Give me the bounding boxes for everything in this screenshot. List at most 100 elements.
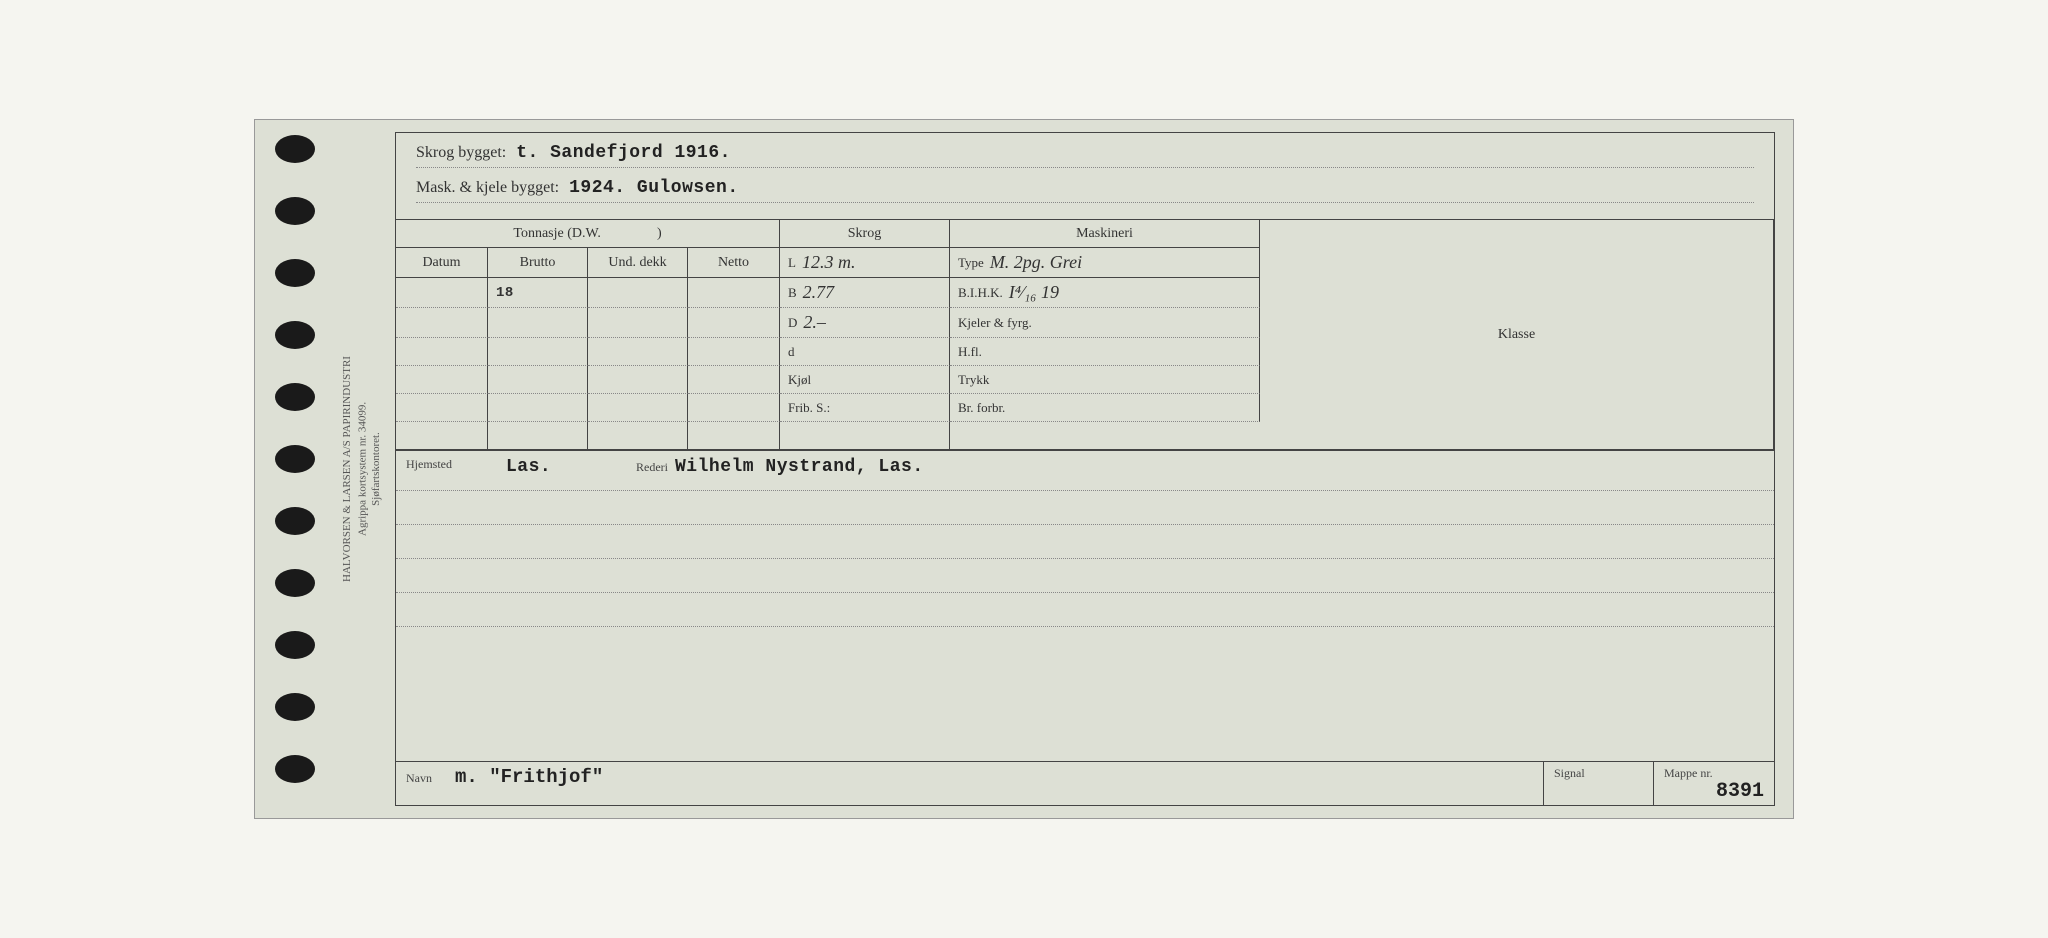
index-card: HALVORSEN & LARSEN A/S PAPIRINDUSTRI Agr… [254,119,1794,819]
empty-cell [688,308,780,338]
hjemsted-label: Hjemsted [406,457,452,471]
empty-cell [488,338,588,366]
empty-cell [588,422,688,450]
hole [275,445,315,473]
empty-cell [396,338,488,366]
hole [275,197,315,225]
hole [275,569,315,597]
kjeler-label: Kjeler & fyrg. [958,315,1032,331]
empty-cell [588,338,688,366]
skrog-D: D 2.– [780,308,950,338]
empty-cell [488,422,588,450]
rederi-value: Wilhelm Nystrand, Las. [675,457,924,477]
printer-line2: Agrippa kortsystem nr. 34099. [356,402,368,536]
empty-cell [688,338,780,366]
frib-label: Frib. S.: [788,400,830,416]
br-label: Br. forbr. [958,400,1005,416]
mach-bihk: B.I.H.K. I⁴⁄₁₆ 19 [950,278,1260,308]
bihk-label: B.I.H.K. [958,285,1003,301]
hole [275,135,315,163]
netto-header: Netto [688,248,780,278]
card-content: Skrog bygget: t. Sandefjord 1916. Mask. … [395,132,1775,806]
tonnasje-header: Tonnasje (D.W. ) [396,220,780,248]
B-value: 2.77 [803,282,835,303]
d-label: d [788,344,795,360]
hole [275,693,315,721]
printer-line1: HALVORSEN & LARSEN A/S PAPIRINDUSTRI [341,356,353,582]
mach-br: Br. forbr. [950,394,1260,422]
kjol-label: Kjøl [788,372,811,388]
blank-rows [396,490,1774,627]
hole [275,631,315,659]
klasse-header: Klasse [1260,220,1774,450]
bihk-value: I⁴⁄₁₆ 19 [1009,282,1059,303]
brutto-cell: 18 [488,278,588,308]
skrog-bygget-label: Skrog bygget: [416,144,506,162]
blank-row [396,491,1774,525]
skrog-bygget-value: t. Sandefjord 1916. [516,143,731,163]
blank-row [396,525,1774,559]
mappe-label: Mappe nr. [1664,766,1713,780]
datum-header: Datum [396,248,488,278]
hole [275,321,315,349]
hfl-label: H.fl. [958,344,982,360]
maskineri-header: Maskineri [950,220,1260,248]
mappe-value: 8391 [1716,780,1764,803]
skrog-d-small: d [780,338,950,366]
mask-kjele-label: Mask. & kjele bygget: [416,179,559,197]
brutto-header: Brutto [488,248,588,278]
hole [275,383,315,411]
mach-kjeler: Kjeler & fyrg. [950,308,1260,338]
type-value: M. 2pg. Grei [990,252,1082,273]
empty-cell [396,394,488,422]
empty-cell [688,422,780,450]
printer-credit: HALVORSEN & LARSEN A/S PAPIRINDUSTRI Agr… [340,356,371,582]
skrog-frib: Frib. S.: [780,394,950,422]
type-label: Type [958,255,984,271]
hole [275,259,315,287]
mask-kjele-value: 1924. Gulowsen. [569,178,739,198]
skrog-B: B 2.77 [780,278,950,308]
L-label: L [788,255,796,271]
empty-cell [688,366,780,394]
empty-cell [396,366,488,394]
mach-trykk: Trykk [950,366,1260,394]
data-grid: Tonnasje (D.W. ) Skrog Maskineri Klasse … [396,219,1774,450]
empty-cell [488,308,588,338]
signal-label: Signal [1554,766,1585,780]
mach-hfl: H.fl. [950,338,1260,366]
empty-cell [688,394,780,422]
empty-cell [588,394,688,422]
D-label: D [788,315,797,331]
navn-label: Navn [406,771,432,785]
binder-holes [275,135,315,783]
blank-row [396,593,1774,627]
skrog-bygget-row: Skrog bygget: t. Sandefjord 1916. [416,143,1754,168]
rederi-cell: Rederi Wilhelm Nystrand, Las. [626,451,1774,490]
unddekk-header: Und. dekk [588,248,688,278]
navn-value: m. "Frithjof" [455,766,603,788]
empty-cell [780,422,950,450]
hole [275,755,315,783]
tonnasje-close: ) [657,226,662,242]
rederi-label: Rederi [636,460,668,474]
mask-kjele-row: Mask. & kjele bygget: 1924. Gulowsen. [416,178,1754,203]
mappe-cell: Mappe nr. 8391 [1654,762,1774,805]
empty-cell [950,422,1260,450]
empty-cell [588,366,688,394]
netto-cell [688,278,780,308]
mach-type: Type M. 2pg. Grei [950,248,1260,278]
trykk-label: Trykk [958,372,989,388]
skrog-kjol: Kjøl [780,366,950,394]
hjemsted-cell: Hjemsted [396,451,496,490]
header-section: Skrog bygget: t. Sandefjord 1916. Mask. … [396,133,1774,219]
D-value: 2.– [803,312,826,333]
navn-cell: Navn m. "Frithjof" [396,762,1544,805]
footer-row: Navn m. "Frithjof" Signal Mappe nr. 8391 [396,761,1774,805]
hjemsted-rederi-row: Hjemsted Las. Rederi Wilhelm Nystrand, L… [396,450,1774,490]
office-credit: Sjøfartskontoret. [370,432,382,506]
empty-cell [488,394,588,422]
datum-cell [396,278,488,308]
hjemsted-value-cell: Las. [496,451,626,490]
skrog-L: L 12.3 m. [780,248,950,278]
